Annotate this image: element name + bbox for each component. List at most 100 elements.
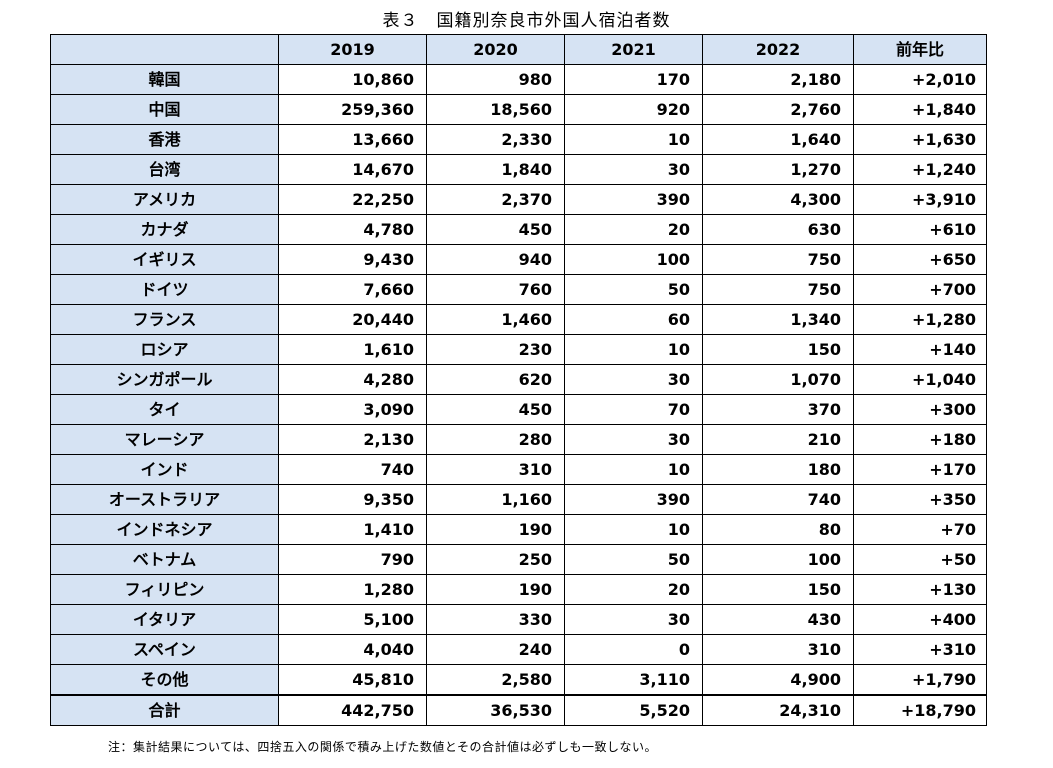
cell-2019: 5,100 bbox=[278, 604, 427, 635]
cell-2021: 10 bbox=[564, 454, 703, 485]
cell-2022: 100 bbox=[702, 544, 854, 575]
cell-2021: 20 bbox=[564, 214, 703, 245]
cell-2019: 1,410 bbox=[278, 514, 427, 545]
table-row: タイ 3,090 450 70 370 +300 bbox=[50, 394, 987, 425]
row-label: イタリア bbox=[50, 604, 279, 635]
cell-yoy: +300 bbox=[853, 394, 987, 425]
cell-2020: 1,840 bbox=[426, 154, 565, 185]
col-header-2022: 2022 bbox=[702, 34, 854, 65]
cell-2021: 170 bbox=[564, 64, 703, 95]
cell-yoy: +140 bbox=[853, 334, 987, 365]
cell-2020: 1,460 bbox=[426, 304, 565, 335]
cell-2021: 70 bbox=[564, 394, 703, 425]
cell-2022: 2,760 bbox=[702, 94, 854, 125]
cell-2020: 450 bbox=[426, 394, 565, 425]
cell-2021: 390 bbox=[564, 484, 703, 515]
foreign-guests-table: 2019 2020 2021 2022 前年比 韓国 10,860 980 170 2,… bbox=[50, 34, 987, 726]
row-label: フィリピン bbox=[50, 574, 279, 605]
cell-2021: 10 bbox=[564, 334, 703, 365]
cell-2021: 50 bbox=[564, 544, 703, 575]
cell-yoy: +2,010 bbox=[853, 64, 987, 95]
col-header-2020: 2020 bbox=[426, 34, 565, 65]
table-row: その他 45,810 2,580 3,110 4,900 +1,790 bbox=[50, 664, 987, 696]
cell-2021: 920 bbox=[564, 94, 703, 125]
cell-2022: 1,640 bbox=[702, 124, 854, 155]
cell-2019: 1,610 bbox=[278, 334, 427, 365]
table-row: 韓国 10,860 980 170 2,180 +2,010 bbox=[50, 64, 987, 95]
cell-yoy: +310 bbox=[853, 634, 987, 665]
row-label: ドイツ bbox=[50, 274, 279, 305]
cell-yoy: +650 bbox=[853, 244, 987, 275]
cell-2019: 1,280 bbox=[278, 574, 427, 605]
cell-2020: 760 bbox=[426, 274, 565, 305]
cell-2020: 230 bbox=[426, 334, 565, 365]
cell-2022: 310 bbox=[702, 634, 854, 665]
cell-2019: 740 bbox=[278, 454, 427, 485]
table-row: シンガポール 4,280 620 30 1,070 +1,040 bbox=[50, 364, 987, 395]
cell-2019: 13,660 bbox=[278, 124, 427, 155]
col-header-2021: 2021 bbox=[564, 34, 703, 65]
table-row: オーストラリア 9,350 1,160 390 740 +350 bbox=[50, 484, 987, 515]
row-label: マレーシア bbox=[50, 424, 279, 455]
cell-2019: 4,780 bbox=[278, 214, 427, 245]
cell-2022: 80 bbox=[702, 514, 854, 545]
cell-2021: 10 bbox=[564, 124, 703, 155]
row-label: フランス bbox=[50, 304, 279, 335]
cell-2020: 36,530 bbox=[426, 694, 565, 726]
row-label: インド bbox=[50, 454, 279, 485]
cell-yoy: +50 bbox=[853, 544, 987, 575]
cell-yoy: +1,840 bbox=[853, 94, 987, 125]
table-row: マレーシア 2,130 280 30 210 +180 bbox=[50, 424, 987, 455]
cell-2022: 150 bbox=[702, 574, 854, 605]
table-row: フランス 20,440 1,460 60 1,340 +1,280 bbox=[50, 304, 987, 335]
cell-2021: 0 bbox=[564, 634, 703, 665]
cell-2021: 390 bbox=[564, 184, 703, 215]
row-label: 合計 bbox=[50, 694, 279, 726]
row-label: スペイン bbox=[50, 634, 279, 665]
cell-2019: 20,440 bbox=[278, 304, 427, 335]
row-label: 韓国 bbox=[50, 64, 279, 95]
cell-yoy: +1,790 bbox=[853, 664, 987, 696]
row-label: 中国 bbox=[50, 94, 279, 125]
table-row: 香港 13,660 2,330 10 1,640 +1,630 bbox=[50, 124, 987, 155]
table-row: カナダ 4,780 450 20 630 +610 bbox=[50, 214, 987, 245]
cell-2019: 22,250 bbox=[278, 184, 427, 215]
cell-2020: 250 bbox=[426, 544, 565, 575]
cell-2020: 18,560 bbox=[426, 94, 565, 125]
table-row: ロシア 1,610 230 10 150 +140 bbox=[50, 334, 987, 365]
cell-2021: 3,110 bbox=[564, 664, 703, 696]
corner-cell bbox=[50, 34, 279, 65]
cell-yoy: +18,790 bbox=[853, 694, 987, 726]
cell-2019: 259,360 bbox=[278, 94, 427, 125]
cell-2022: 750 bbox=[702, 274, 854, 305]
cell-2019: 9,350 bbox=[278, 484, 427, 515]
cell-2019: 7,660 bbox=[278, 274, 427, 305]
cell-2020: 2,370 bbox=[426, 184, 565, 215]
footnote: 注：集計結果については、四捨五入の関係で積み上げた数値とその合計値は必ずしも一致… bbox=[108, 740, 658, 754]
cell-2022: 180 bbox=[702, 454, 854, 485]
cell-2019: 2,130 bbox=[278, 424, 427, 455]
cell-yoy: +1,630 bbox=[853, 124, 987, 155]
col-header-2019: 2019 bbox=[278, 34, 427, 65]
table-caption: 表３ 国籍別奈良市外国人宿泊者数 bbox=[382, 11, 671, 31]
cell-2022: 150 bbox=[702, 334, 854, 365]
cell-2021: 100 bbox=[564, 244, 703, 275]
cell-2019: 4,040 bbox=[278, 634, 427, 665]
row-label: シンガポール bbox=[50, 364, 279, 395]
cell-2022: 750 bbox=[702, 244, 854, 275]
cell-2019: 14,670 bbox=[278, 154, 427, 185]
cell-yoy: +130 bbox=[853, 574, 987, 605]
cell-2019: 4,280 bbox=[278, 364, 427, 395]
cell-yoy: +1,280 bbox=[853, 304, 987, 335]
cell-2021: 5,520 bbox=[564, 694, 703, 726]
cell-2020: 2,330 bbox=[426, 124, 565, 155]
table-row: 台湾 14,670 1,840 30 1,270 +1,240 bbox=[50, 154, 987, 185]
cell-2020: 620 bbox=[426, 364, 565, 395]
cell-yoy: +180 bbox=[853, 424, 987, 455]
cell-2021: 50 bbox=[564, 274, 703, 305]
cell-2020: 330 bbox=[426, 604, 565, 635]
cell-2021: 10 bbox=[564, 514, 703, 545]
cell-yoy: +700 bbox=[853, 274, 987, 305]
cell-2022: 1,340 bbox=[702, 304, 854, 335]
table-row: スペイン 4,040 240 0 310 +310 bbox=[50, 634, 987, 665]
